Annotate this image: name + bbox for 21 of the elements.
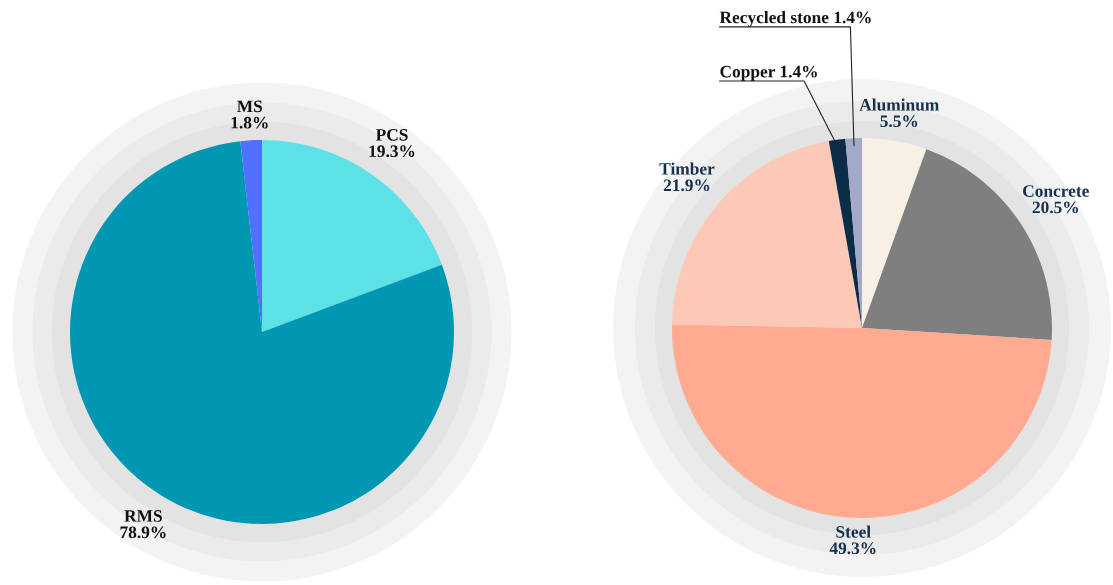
pie-slice [828,138,862,328]
slice-label: Concrete [1023,185,1089,197]
slice-label: Steel [836,525,871,538]
slice-label: Copper 1.4% [720,65,817,81]
slice-label: PCS [375,129,408,141]
data-label: 1.8% [231,116,268,129]
data-label: 78.9% [120,526,166,539]
data-label: 5.5% [880,115,918,128]
pie-slice [70,141,454,524]
slice-label: Timber [659,162,715,175]
data-label: 19.3% [369,145,415,158]
data-label: 20.5% [1032,201,1079,214]
data-label: 49.3% [829,542,876,555]
pie-slice [672,324,1052,518]
data-label: 21.9% [663,179,710,192]
slice-label: Recycled stone 1.4% [719,11,871,27]
slice-label: Aluminum [859,98,939,111]
pie-slice [262,140,442,332]
slice-label: MS [237,100,263,113]
slice-label: RMS [124,510,162,522]
pie-slice [862,138,927,328]
